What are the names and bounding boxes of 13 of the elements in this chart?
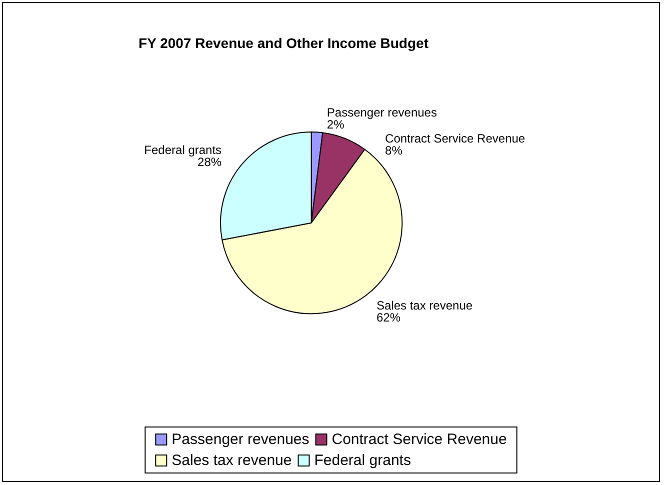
slice-label: Contract Service Revenue [385,131,526,146]
data-label: 28% [198,155,222,170]
slice-label: Passenger revenues [326,105,437,120]
data-label: 2% [326,117,345,132]
legend-label: Sales tax revenue [172,452,292,469]
data-label: 62% [376,310,401,324]
chart-title: FY 2007 Revenue and Other Income Budget [138,35,429,51]
legend-label: Passenger revenues [172,431,310,448]
slice-label: Sales tax revenue [376,298,473,312]
legend-label: Contract Service Revenue [332,431,507,448]
data-label: 8% [385,143,403,158]
slice-label: Federal grants [144,143,222,158]
legend-label: Federal grants [314,452,411,469]
